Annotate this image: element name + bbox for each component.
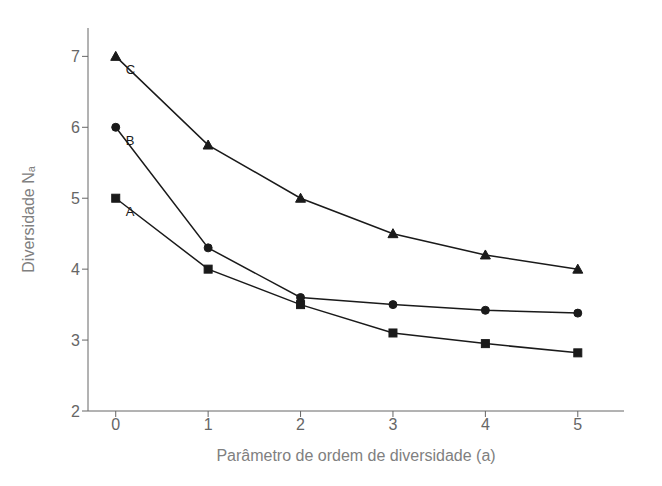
svg-text:3: 3	[71, 332, 80, 349]
svg-text:3: 3	[389, 416, 398, 433]
svg-text:7: 7	[71, 48, 80, 65]
svg-text:0: 0	[111, 416, 120, 433]
svg-text:Parâmetro de ordem de diversid: Parâmetro de ordem de diversidade (a)	[216, 447, 495, 464]
svg-text:C: C	[126, 62, 135, 77]
svg-text:4: 4	[71, 261, 80, 278]
svg-text:4: 4	[481, 416, 490, 433]
svg-text:6: 6	[71, 119, 80, 136]
svg-text:B: B	[126, 133, 135, 148]
svg-text:A: A	[126, 204, 135, 219]
svg-text:5: 5	[573, 416, 582, 433]
svg-text:2: 2	[71, 403, 80, 420]
svg-text:Diversidade Nₐ: Diversidade Nₐ	[20, 165, 37, 272]
svg-text:5: 5	[71, 190, 80, 207]
svg-text:2: 2	[296, 416, 305, 433]
svg-text:1: 1	[204, 416, 213, 433]
